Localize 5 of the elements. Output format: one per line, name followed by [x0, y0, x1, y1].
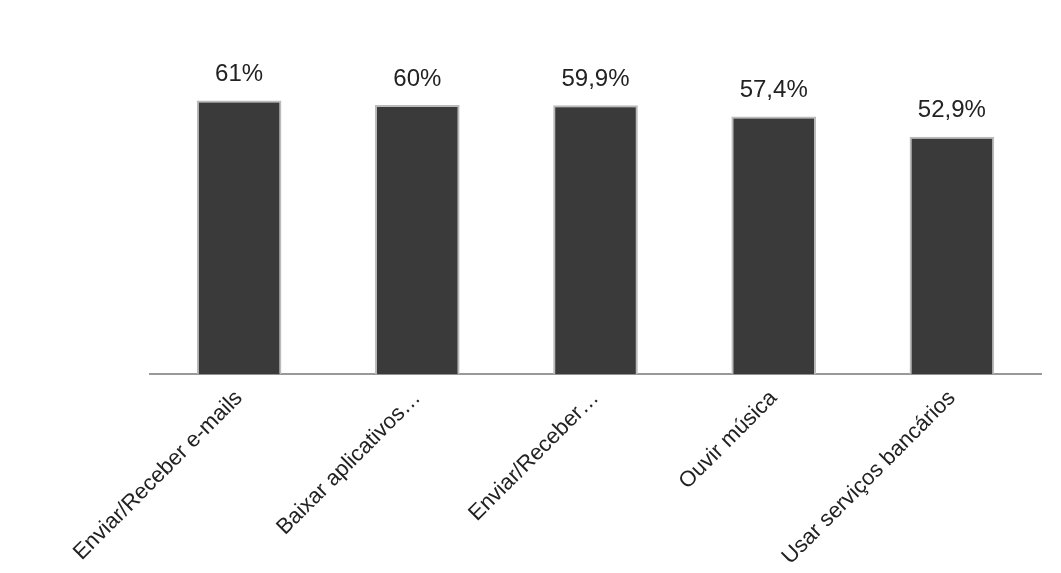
data-label: 57,4%: [739, 75, 808, 103]
data-label: 59,9%: [561, 63, 630, 91]
data-label: 61%: [215, 59, 264, 87]
data-label: 52,9%: [917, 95, 986, 123]
data-label: 60%: [393, 63, 442, 91]
